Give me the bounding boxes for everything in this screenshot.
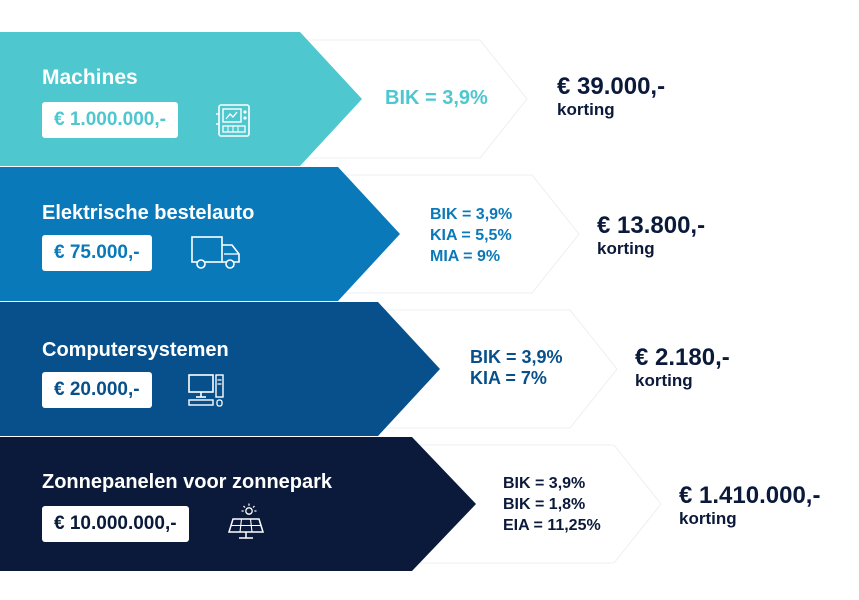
discount-label: korting xyxy=(597,239,655,258)
rates-list: BIK = 3,9% KIA = 7% xyxy=(470,347,563,389)
row-shapes xyxy=(0,437,662,571)
discount-label: korting xyxy=(679,509,737,528)
rates-list: BIK = 3,9% BIK = 1,8% EIA = 11,25% xyxy=(503,473,601,536)
row-electric-van: Elektrische bestelauto € 75.000,- BIK = … xyxy=(0,167,859,301)
color-arrow xyxy=(0,167,400,301)
machine-icon xyxy=(216,104,252,143)
row-title: Computersystemen xyxy=(42,339,229,361)
row-solar-panels: Zonnepanelen voor zonnepark € 10.000.000… xyxy=(0,437,859,571)
discount-result: € 13.800,- korting xyxy=(597,212,706,259)
price-box: € 75.000,- xyxy=(42,235,152,271)
rate-line: BIK = 1,8% xyxy=(503,496,586,513)
row-title: Machines xyxy=(42,66,138,89)
price-box: € 20.000,- xyxy=(42,372,152,408)
discount-amount: € 39.000,- xyxy=(557,73,666,100)
rate-line: BIK = 3,9% xyxy=(503,475,586,492)
price-box: € 10.000.000,- xyxy=(42,506,189,542)
row-machines: Machines € 1.000.000,- BIK = 3,9% € 39.0… xyxy=(0,32,859,166)
delivery-truck-icon xyxy=(190,235,242,276)
computer-icon xyxy=(187,373,225,412)
discount-result: € 2.180,- korting xyxy=(635,344,730,391)
rate-line: BIK = 3,9% xyxy=(430,206,513,223)
rate-line: KIA = 7% xyxy=(470,368,547,388)
discount-amount: € 2.180,- xyxy=(635,344,730,371)
discount-amount: € 13.800,- xyxy=(597,212,706,239)
solar-panel-icon xyxy=(225,503,265,548)
rate-line: BIK = 3,9% xyxy=(470,347,563,367)
row-title: Zonnepanelen voor zonnepark xyxy=(42,471,333,493)
row-shapes xyxy=(0,302,618,436)
discount-result: € 1.410.000,- korting xyxy=(679,482,821,529)
color-arrow xyxy=(0,32,362,166)
rates-list: BIK = 3,9% xyxy=(385,88,488,109)
rate-line: EIA = 11,25% xyxy=(503,517,601,534)
rates-list: BIK = 3,9% KIA = 5,5% MIA = 9% xyxy=(430,204,512,267)
price-box: € 1.000.000,- xyxy=(42,102,178,138)
row-computers: Computersystemen € 20.000,- BIK = 3,9% K… xyxy=(0,302,859,436)
discount-result: € 39.000,- korting xyxy=(557,73,666,120)
discount-label: korting xyxy=(557,100,615,119)
discount-label: korting xyxy=(635,371,693,390)
rate-line: BIK = 3,9% xyxy=(385,87,488,109)
rate-line: KIA = 5,5% xyxy=(430,227,512,244)
rate-line: MIA = 9% xyxy=(430,248,501,265)
discount-amount: € 1.410.000,- xyxy=(679,482,821,509)
row-title: Elektrische bestelauto xyxy=(42,202,255,224)
color-arrow xyxy=(0,302,440,436)
